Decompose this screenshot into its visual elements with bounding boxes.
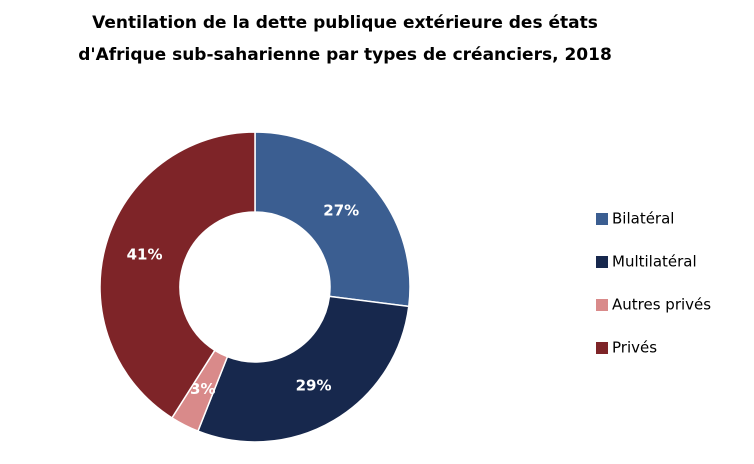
legend-swatch (596, 213, 608, 225)
legend-label: Bilatéral (612, 210, 674, 228)
donut-slice (254, 131, 411, 308)
data-label: 3% (190, 380, 215, 398)
data-label: 29% (296, 376, 332, 394)
data-label: 41% (127, 245, 163, 263)
donut-slice (99, 131, 256, 419)
data-label: 27% (323, 201, 359, 219)
legend-swatch (596, 299, 608, 311)
legend-swatch (596, 256, 608, 268)
legend-label: Privés (612, 339, 657, 357)
chart-title: d'Afrique sub-saharienne par types de cr… (78, 45, 612, 65)
legend-label: Multilatéral (612, 253, 697, 271)
chart-title: Ventilation de la dette publique extérie… (92, 13, 598, 33)
donut-slice (196, 295, 410, 443)
legend-label: Autres privés (612, 296, 711, 314)
legend-swatch (596, 342, 608, 354)
